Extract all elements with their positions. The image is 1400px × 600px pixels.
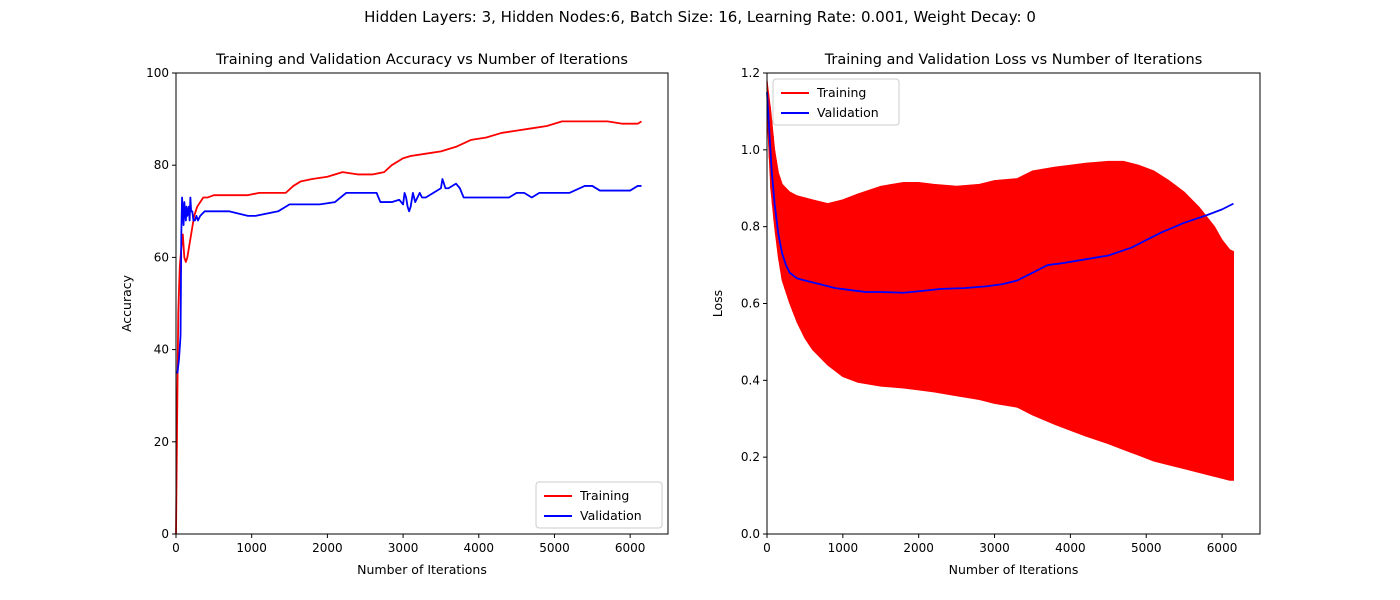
loss-y-tick-label: 0.2 (741, 450, 760, 464)
loss-x-tick-label: 2000 (903, 541, 934, 555)
loss-y-tick-label: 1.2 (741, 66, 760, 80)
accuracy-y-tick-label: 0 (161, 527, 169, 541)
accuracy-chart-title: Training and Validation Accuracy vs Numb… (215, 52, 628, 68)
accuracy-x-axis-label: Number of Iterations (357, 562, 487, 577)
loss-legend: Training Validation (772, 78, 900, 126)
loss-y-tick-label: 0.8 (741, 220, 760, 234)
accuracy-legend-label-validation: Validation (580, 508, 642, 523)
accuracy-series-validation-line (176, 178, 642, 374)
loss-chart-title: Training and Validation Loss vs Number o… (824, 52, 1203, 68)
accuracy-x-tick-label: 2000 (312, 541, 343, 555)
accuracy-chart: 0 1000 2000 3000 4000 5000 6000 0 20 40 60 80 100 Tra… (119, 52, 669, 577)
accuracy-x-tick-label: 5000 (539, 541, 570, 555)
loss-y-tick-label: 1.0 (741, 143, 760, 157)
accuracy-x-tick-label: 0 (172, 541, 180, 555)
accuracy-x-tick-label: 6000 (615, 541, 646, 555)
accuracy-series-group (175, 120, 642, 535)
loss-series-group (766, 80, 1235, 481)
loss-x-tick-label: 3000 (979, 541, 1010, 555)
loss-x-tick-label: 5000 (1131, 541, 1162, 555)
figure-suptitle: Hidden Layers: 3, Hidden Nodes:6, Batch … (364, 8, 1036, 26)
loss-series-validation-line (766, 92, 1234, 294)
accuracy-legend-label-training: Training (579, 488, 629, 503)
accuracy-x-tick-label: 4000 (463, 541, 494, 555)
accuracy-y-axis-label: Accuracy (119, 274, 134, 332)
accuracy-plot-area (176, 73, 668, 534)
loss-y-tick-label: 0.6 (741, 297, 760, 311)
loss-x-tick-label: 1000 (828, 541, 859, 555)
loss-y-axis-label: Loss (710, 290, 725, 317)
accuracy-x-tick-label: 1000 (236, 541, 267, 555)
accuracy-y-tick-label: 40 (154, 343, 169, 357)
loss-x-tick-label: 6000 (1207, 541, 1238, 555)
loss-x-axis-label: Number of Iterations (949, 562, 1079, 577)
accuracy-x-tick-label: 3000 (388, 541, 419, 555)
accuracy-y-tick-label: 100 (146, 66, 169, 80)
loss-y-tick-label: 0.0 (741, 527, 760, 541)
loss-legend-label-training: Training (816, 85, 866, 100)
accuracy-series-training-line (175, 120, 642, 535)
loss-x-tick-label: 4000 (1055, 541, 1086, 555)
accuracy-y-tick-label: 80 (154, 158, 169, 172)
loss-series-training-line (766, 80, 1235, 481)
loss-chart: 0 1000 2000 3000 4000 5000 6000 0.0 0.2 0.4 0.6 0.8… (710, 52, 1261, 577)
accuracy-y-tick-label: 60 (154, 250, 169, 264)
accuracy-y-tick-label: 20 (154, 435, 169, 449)
loss-x-tick-label: 0 (763, 541, 771, 555)
loss-y-tick-label: 0.4 (741, 373, 760, 387)
loss-legend-label-validation: Validation (817, 105, 879, 120)
accuracy-axes-frame (175, 72, 669, 535)
accuracy-legend: Training Validation (535, 481, 663, 529)
